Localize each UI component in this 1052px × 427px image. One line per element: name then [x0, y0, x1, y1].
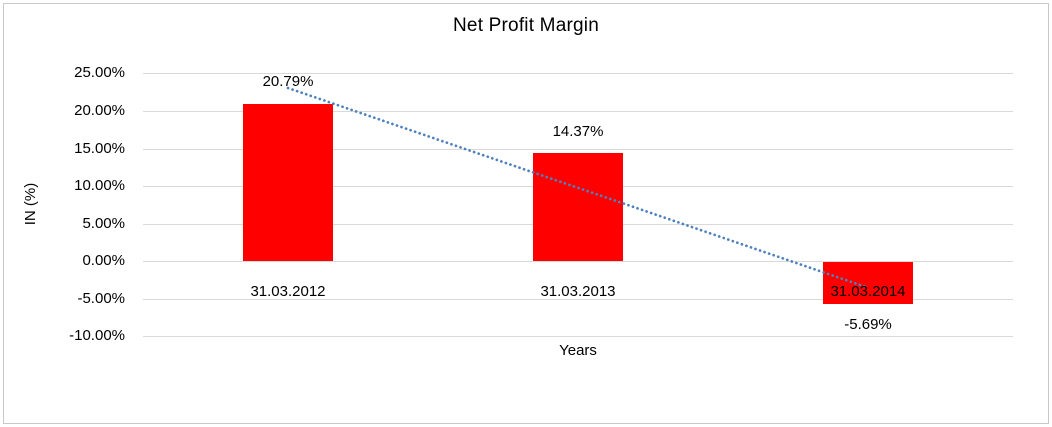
y-axis-title: IN (%) — [22, 182, 39, 226]
gridline — [143, 299, 1013, 300]
y-tick-label: 10.00% — [74, 177, 125, 194]
bar-2012 — [243, 104, 333, 261]
value-label: -5.69% — [844, 316, 892, 333]
y-tick-label: -10.00% — [69, 327, 125, 344]
bar-2013 — [533, 153, 623, 261]
value-label: 20.79% — [262, 73, 314, 90]
chart-title: Net Profit Margin — [453, 15, 599, 36]
y-tick-label: 15.00% — [74, 140, 125, 157]
gridline — [143, 336, 1013, 337]
y-tick-label: -5.00% — [77, 290, 125, 307]
gridline — [143, 73, 1013, 74]
category-label: 31.03.2012 — [250, 283, 326, 300]
y-tick-label: 20.00% — [74, 102, 125, 119]
y-tick-label: 0.00% — [82, 252, 125, 269]
y-tick-label: 25.00% — [74, 64, 125, 81]
x-axis-title: Years — [559, 342, 597, 359]
chart-border — [3, 3, 1049, 424]
value-label: 14.37% — [552, 123, 604, 140]
category-label: 31.03.2013 — [540, 283, 616, 300]
y-tick-label: 5.00% — [82, 215, 125, 232]
category-label: 31.03.2014 — [830, 283, 906, 300]
